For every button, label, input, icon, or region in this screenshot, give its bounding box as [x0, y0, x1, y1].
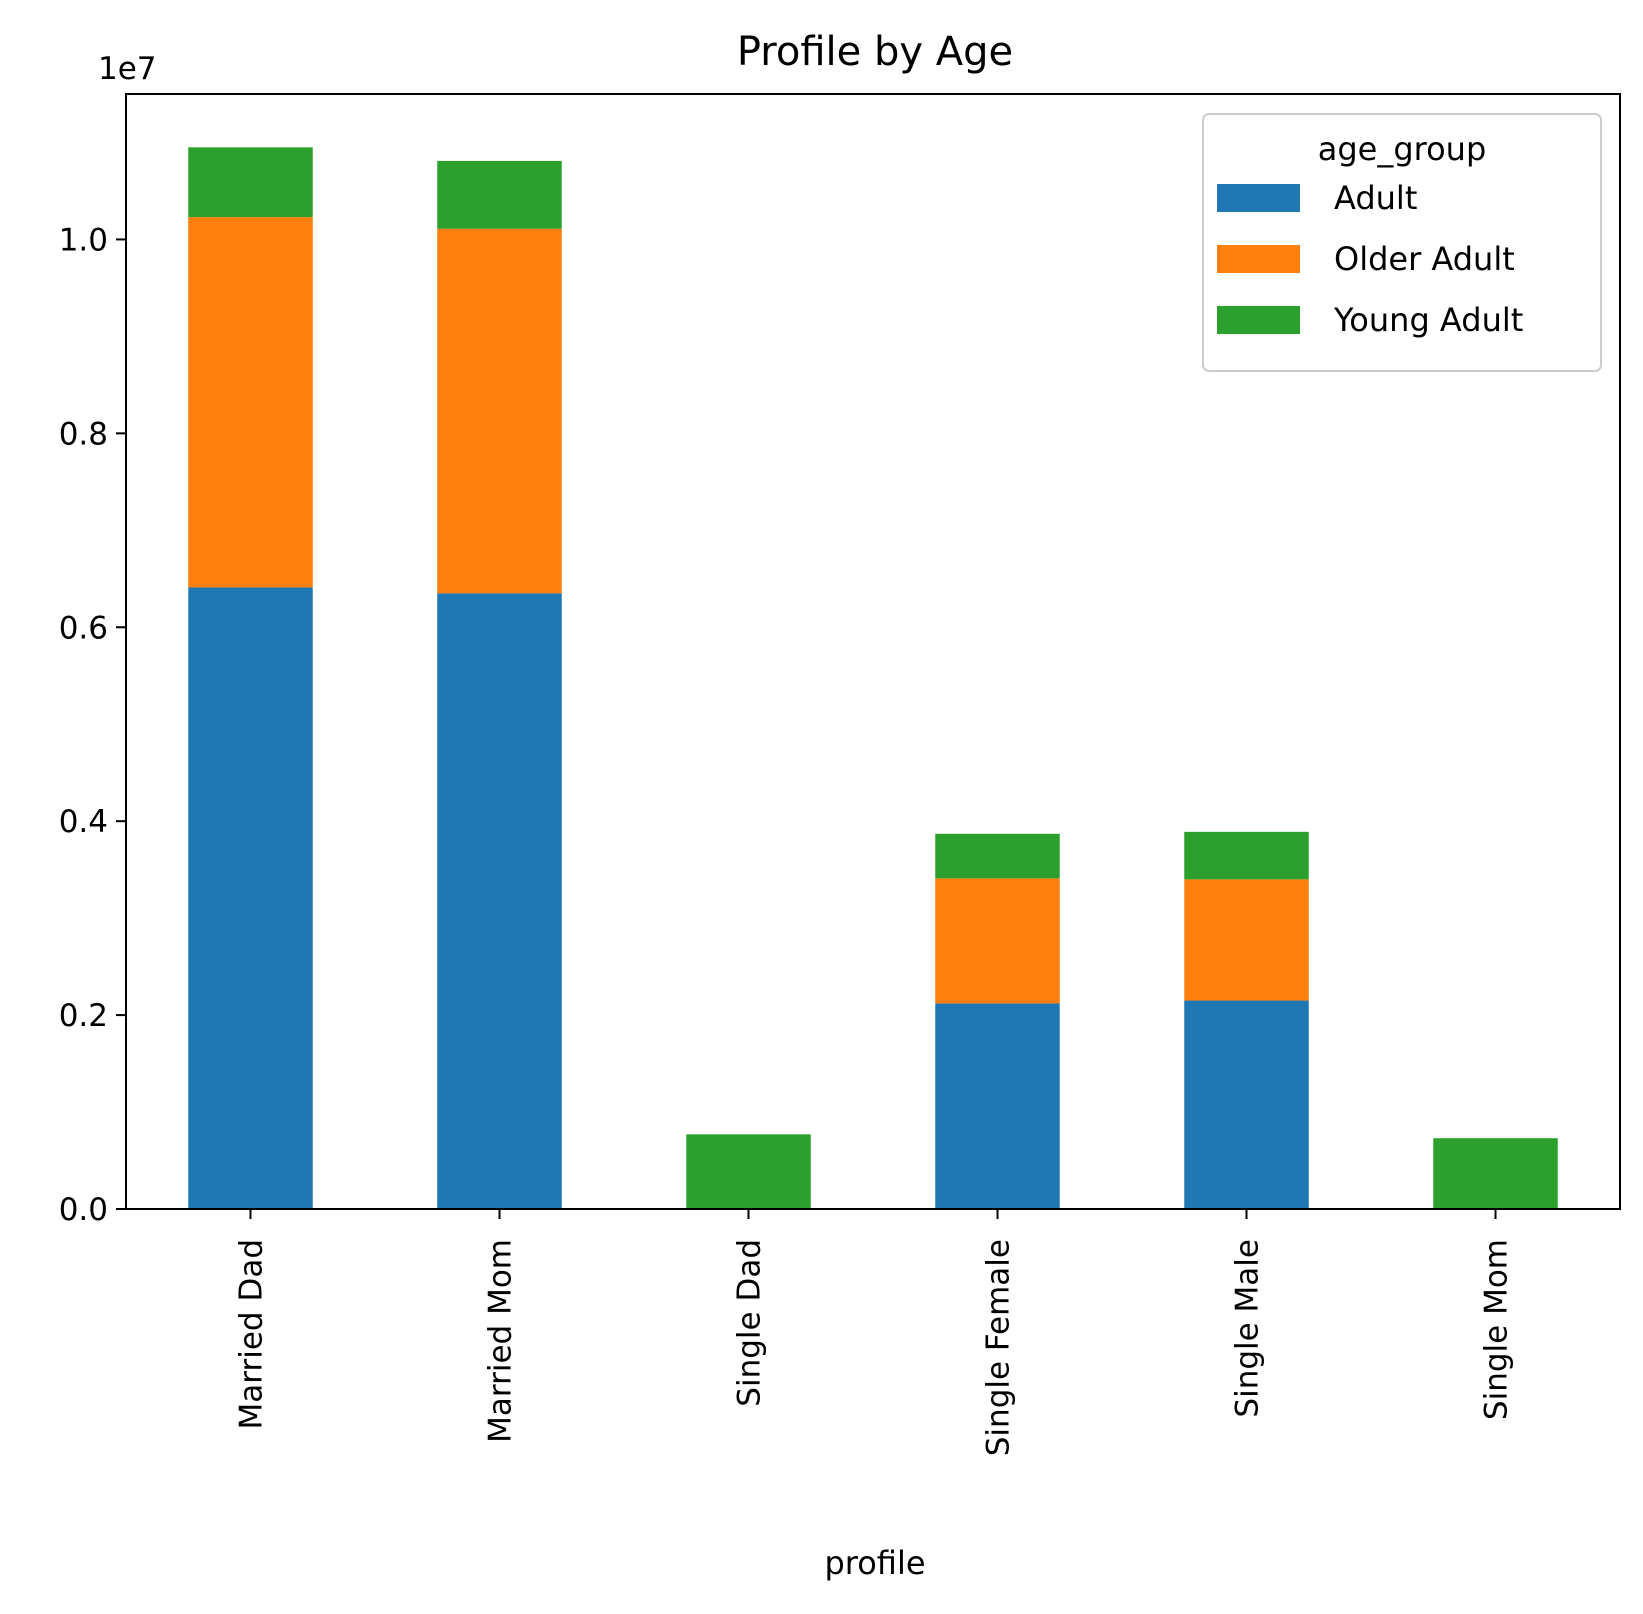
x-tick-label: Single Female [981, 1239, 1017, 1456]
y-tick-label: 0.8 [59, 416, 108, 452]
bar-young-adult-single-female [935, 833, 1060, 879]
y-tick-label: 0.4 [59, 804, 108, 840]
bar-adult-single-male [1184, 1000, 1309, 1209]
y-tick-label: 0.0 [59, 1192, 108, 1228]
x-tick-label: Married Mom [483, 1239, 519, 1443]
x-tick-label: Married Dad [234, 1239, 270, 1429]
legend: age_group Adult Older Adult Young Adult [1202, 113, 1602, 372]
bar-older-adult-married-mom [437, 228, 562, 594]
y-offset-label: 1e7 [98, 51, 157, 87]
bar-older-adult-married-dad [188, 217, 313, 588]
bar-adult-married-dad [188, 587, 313, 1209]
bar-adult-single-female [935, 1003, 1060, 1209]
y-tick-label: 0.2 [59, 998, 108, 1034]
bar-young-adult-single-dad [686, 1134, 811, 1209]
bar-young-adult-single-male [1184, 831, 1309, 880]
legend-swatch [1217, 245, 1300, 273]
axes-frame [125, 93, 1621, 1210]
bar-young-adult-single-mom [1433, 1138, 1558, 1209]
bar-adult-married-mom [437, 593, 562, 1209]
legend-label: Older Adult [1334, 240, 1515, 278]
legend-swatch [1217, 306, 1300, 334]
legend-label: Young Adult [1333, 301, 1523, 339]
y-tick-label: 1.0 [59, 222, 108, 258]
legend-frame [1202, 113, 1602, 372]
legend-title: age_group [1318, 130, 1487, 168]
axes: 0.0 0.2 0.4 0.6 0.8 1.0 Married Dad Married Mom… [59, 93, 1621, 1456]
y-tick-label: 0.6 [59, 610, 108, 646]
bar-older-adult-single-female [935, 878, 1060, 1004]
bar-young-adult-married-mom [437, 160, 562, 229]
x-axis-label: profile [824, 1544, 925, 1582]
bar-older-adult-single-male [1184, 879, 1309, 1001]
x-tick-label: Single Male [1230, 1239, 1266, 1418]
legend-label: Adult [1334, 179, 1417, 217]
bars [188, 147, 1558, 1209]
chart-title: Profile by Age [737, 29, 1013, 75]
x-tick-label: Single Mom [1479, 1239, 1515, 1420]
legend-swatch [1217, 184, 1300, 212]
x-tick-label: Single Dad [732, 1239, 768, 1407]
bar-young-adult-married-dad [188, 147, 313, 218]
